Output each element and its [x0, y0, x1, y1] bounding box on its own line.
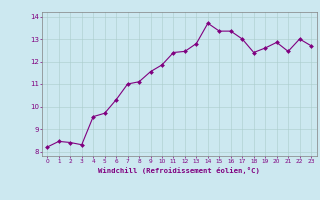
X-axis label: Windchill (Refroidissement éolien,°C): Windchill (Refroidissement éolien,°C)	[98, 167, 260, 174]
